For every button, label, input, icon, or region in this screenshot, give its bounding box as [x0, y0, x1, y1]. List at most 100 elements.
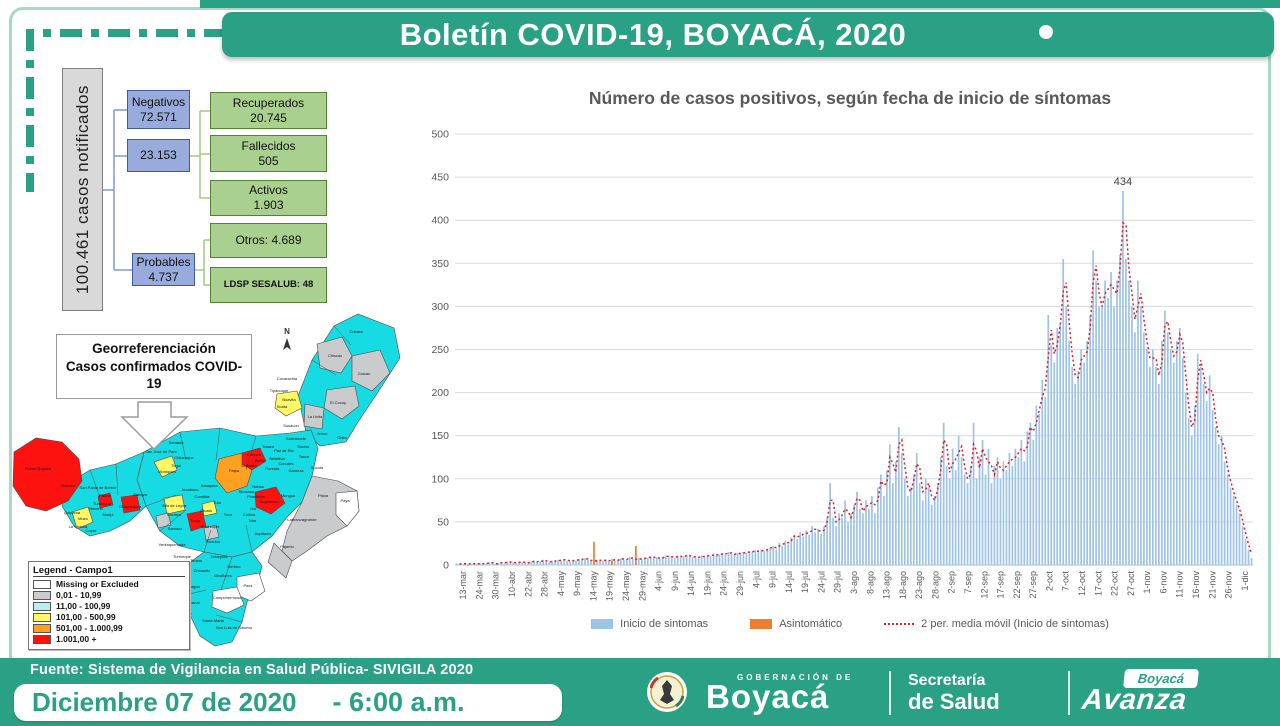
bar-inicio-sintomas [649, 556, 652, 565]
footer-divider-2 [1068, 671, 1070, 715]
bar-inicio-sintomas [844, 500, 846, 565]
bar-inicio-sintomas [736, 552, 739, 565]
bar-inicio-sintomas [1187, 418, 1190, 565]
municipality-label: Chiquinquira [119, 504, 142, 509]
bar-inicio-sintomas [754, 550, 757, 565]
bar-inicio-sintomas [1110, 271, 1112, 565]
municipality-label: Rondon [206, 539, 220, 544]
bar-inicio-sintomas [969, 465, 972, 565]
municipality-label: Samaca [168, 526, 183, 531]
bar-inicio-sintomas [880, 474, 882, 565]
bar-inicio-sintomas [1160, 340, 1163, 565]
bar-inicio-sintomas [1068, 340, 1071, 565]
bar-inicio-sintomas [739, 553, 742, 565]
x-axis-tick-label: 24-jul [816, 571, 826, 593]
bar-inicio-sintomas [918, 483, 921, 565]
bar-inicio-sintomas [542, 559, 545, 565]
bar-inicio-sintomas [1056, 327, 1059, 565]
municipality-label: San Pablo de Borbur [79, 485, 117, 490]
bar-inicio-sintomas [832, 517, 834, 565]
probables-box: Probables 4.737 [132, 253, 195, 286]
map-legend-label: Missing or Excluded [56, 579, 139, 589]
bar-inicio-sintomas [960, 457, 963, 565]
municipality-label: Nobsa [252, 484, 264, 489]
bar-inicio-sintomas [482, 564, 485, 565]
bar-inicio-sintomas [1116, 280, 1118, 565]
map-legend-swatch [33, 612, 51, 622]
legend-swatch-inicio [591, 619, 614, 629]
bar-inicio-sintomas [718, 554, 721, 565]
otros-value: Otros: 4.689 [235, 233, 302, 247]
bar-inicio-sintomas [640, 559, 643, 565]
bar-inicio-sintomas [954, 470, 957, 565]
bar-inicio-sintomas [1229, 487, 1232, 565]
x-axis-tick-label: 21-nov [1207, 571, 1217, 599]
x-axis-tick-label: 19-may [605, 571, 615, 602]
bar-inicio-sintomas [957, 435, 960, 565]
municipality-label: Socha [297, 444, 309, 449]
municipality-label: Boavita [282, 397, 296, 402]
bar-inicio-sintomas [921, 500, 924, 565]
bar-inicio-sintomas [527, 563, 530, 565]
bar-inicio-sintomas [721, 552, 724, 565]
bar-inicio-sintomas [1208, 375, 1211, 565]
municipality-label: Tibana [190, 558, 203, 563]
bar-inicio-sintomas [912, 474, 915, 565]
bar-inicio-sintomas [757, 552, 760, 565]
bar-inicio-sintomas [470, 564, 473, 565]
bar-inicio-sintomas [859, 508, 861, 565]
bar-inicio-sintomas [1223, 461, 1226, 565]
bar-inicio-sintomas [963, 474, 966, 565]
y-axis-tick-label: 250 [431, 344, 449, 356]
x-axis-tick-label: 1-nov [1142, 571, 1152, 594]
bar-inicio-sintomas [521, 562, 524, 565]
secretaria-line1: Secretaría [908, 672, 986, 689]
bar-inicio-sintomas [793, 534, 796, 565]
municipality-label: Jerico [317, 431, 328, 436]
bar-inicio-sintomas [838, 513, 840, 565]
bar-inicio-sintomas [948, 478, 951, 565]
x-axis-tick-label: 14-jul [784, 571, 794, 593]
municipality-label: Turmeque [173, 554, 192, 559]
total-cases-label: 100.461 casos notificados [72, 84, 92, 295]
bar-inicio-sintomas [826, 517, 828, 565]
bar-inicio-sintomas [1029, 422, 1032, 565]
municipality-label: Santana [169, 440, 185, 445]
municipality-label: Togui [171, 463, 181, 468]
bar-inicio-sintomas [566, 560, 568, 565]
bar-inicio-sintomas [1083, 362, 1085, 565]
municipality-label: Oicata [200, 508, 212, 513]
bar-inicio-sintomas [1172, 362, 1175, 565]
bar-inicio-sintomas [1196, 353, 1199, 565]
bar-inicio-sintomas [1062, 258, 1065, 565]
municipality-label: Sotaquira [200, 483, 218, 488]
bar-inicio-sintomas [512, 562, 515, 565]
x-axis-tick-label: 7-oct [1061, 571, 1071, 592]
x-axis-tick-label: 19-jul [800, 571, 810, 593]
municipality-label: Moniquira [158, 469, 176, 474]
bar-inicio-sintomas [461, 564, 464, 565]
map-legend-swatch [33, 601, 51, 611]
bar-inicio-sintomas [772, 546, 775, 565]
municipality-label: Macanal [184, 600, 199, 605]
bar-inicio-sintomas [1202, 383, 1205, 565]
bar-inicio-sintomas [1011, 465, 1014, 565]
bar-inicio-sintomas [1149, 366, 1151, 565]
bar-inicio-sintomas [1086, 340, 1088, 565]
bar-inicio-sintomas [524, 562, 527, 565]
x-axis-tick-label: 13-ago [882, 571, 892, 599]
bar-inicio-sintomas [936, 483, 939, 565]
bar-inicio-sintomas [1158, 383, 1160, 565]
bar-inicio-sintomas [515, 563, 518, 565]
legend-swatch-asintomatico [750, 619, 773, 629]
map-callout-line3: 19 [146, 376, 162, 392]
bar-inicio-sintomas [924, 478, 927, 565]
bar-inicio-sintomas [871, 496, 873, 565]
activos-box: Activos 1.903 [210, 180, 327, 216]
bar-inicio-sintomas [727, 552, 730, 565]
x-axis-tick-label: 14-may [588, 571, 598, 602]
bar-inicio-sintomas [1140, 306, 1142, 565]
x-axis-tick-label: 28-abr [540, 571, 550, 597]
bar-inicio-sintomas [608, 561, 610, 565]
bar-inicio-sintomas [715, 555, 718, 565]
